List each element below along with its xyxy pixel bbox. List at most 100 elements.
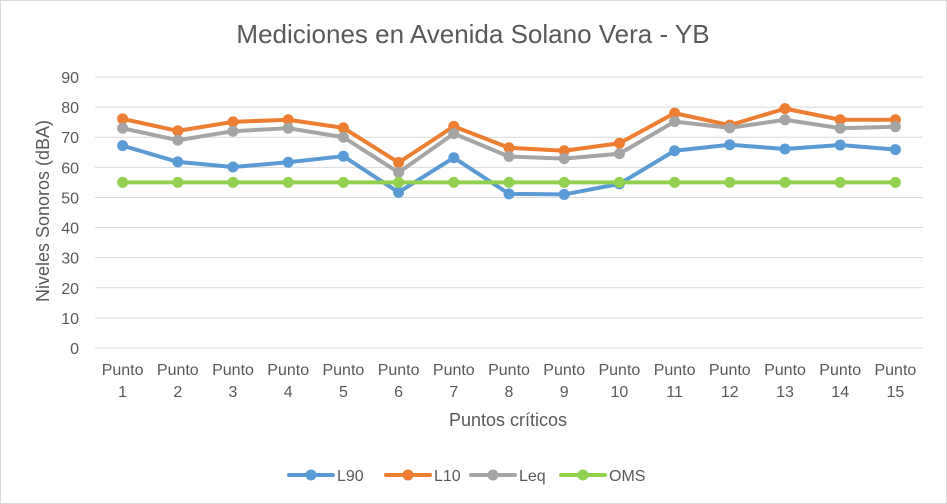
data-point (337, 150, 349, 162)
data-point (227, 125, 239, 137)
y-axis-title: Niveles Sonoros (dBA) (33, 120, 53, 302)
data-point (779, 143, 791, 155)
data-point (172, 134, 184, 146)
y-tick-label: 10 (61, 311, 79, 328)
x-tick-label-line: 8 (505, 384, 514, 401)
x-tick-label-line: Punto (874, 362, 916, 379)
data-point (448, 152, 460, 164)
x-tick-label-line: 1 (118, 384, 127, 401)
x-tick-label-line: Punto (764, 362, 806, 379)
data-point (227, 161, 239, 173)
data-point (282, 176, 294, 188)
legend-label: Leq (519, 468, 546, 485)
data-point (448, 176, 460, 188)
data-point (669, 145, 681, 157)
data-point (503, 150, 515, 162)
data-point (227, 176, 239, 188)
x-tick-label-line: 9 (560, 384, 569, 401)
x-tick-label-line: Punto (598, 362, 640, 379)
legend-label: L10 (434, 468, 461, 485)
series-oms (117, 176, 901, 188)
x-tick-label-line: Punto (102, 362, 144, 379)
data-point (117, 122, 129, 134)
data-point (558, 145, 570, 157)
legend-marker (305, 469, 317, 481)
data-point (669, 116, 681, 128)
data-point (779, 103, 791, 115)
series-leq (117, 114, 901, 178)
x-tick-label: Punto 8 (488, 362, 530, 401)
data-point (172, 176, 184, 188)
x-tick-label-line: Punto (709, 362, 751, 379)
x-tick-label-line: 7 (449, 384, 458, 401)
data-point (779, 114, 791, 126)
x-tick-label: Punto 12 (709, 362, 751, 401)
series-l90 (117, 139, 901, 200)
data-point (834, 114, 846, 126)
data-point (889, 176, 901, 188)
x-tick-label: Punto 2 (157, 362, 199, 401)
y-tick-label: 50 (61, 190, 79, 207)
legend-item-l10: L10 (384, 468, 461, 485)
x-tick-label-line: 11 (666, 384, 683, 401)
data-point (503, 188, 515, 200)
y-tick-label: 80 (61, 100, 79, 117)
data-point (227, 116, 239, 128)
legend-label: OMS (609, 468, 645, 485)
x-tick-label-line: 12 (721, 384, 739, 401)
legend-label: L90 (337, 468, 364, 485)
x-tick-label: Punto 4 (267, 362, 309, 401)
x-tick-label-line: 2 (173, 384, 182, 401)
data-point (393, 166, 405, 178)
x-tick-label: Punto 11 (654, 362, 696, 401)
data-point (282, 114, 294, 126)
data-point (503, 176, 515, 188)
data-point (117, 176, 129, 188)
data-point (448, 128, 460, 140)
data-point (558, 176, 570, 188)
x-tick-label-line: Punto (543, 362, 585, 379)
x-tick-label: Punto 3 (212, 362, 254, 401)
y-tick-label: 0 (70, 341, 79, 358)
y-tick-label: 90 (61, 70, 79, 87)
y-tick-label: 30 (61, 251, 79, 268)
x-tick-label-line: Punto (378, 362, 420, 379)
data-point (724, 139, 736, 151)
x-tick-label-line: Punto (433, 362, 475, 379)
data-point (172, 125, 184, 137)
x-tick-label: Punto 15 (874, 362, 916, 401)
x-tick-label-line: Punto (322, 362, 364, 379)
x-axis-title: Puntos críticos (449, 410, 567, 430)
y-axis-ticks: 0 10 20 30 40 50 60 70 80 90 (61, 70, 79, 358)
x-tick-label: Punto 9 (543, 362, 585, 401)
legend-marker (487, 469, 499, 481)
legend-item-leq: Leq (469, 468, 546, 485)
y-tick-label: 40 (61, 221, 79, 238)
series-lines (117, 103, 901, 200)
series-l10 (117, 103, 901, 169)
data-point (613, 176, 625, 188)
data-point (613, 137, 625, 149)
y-tick-label: 20 (61, 281, 79, 298)
x-tick-label-line: Punto (819, 362, 861, 379)
x-tick-label-line: 5 (339, 384, 348, 401)
x-tick-label: Punto 14 (819, 362, 861, 401)
data-point (779, 176, 791, 188)
legend: L90 L10 Leq OMS (287, 468, 645, 485)
x-tick-label-line: 4 (284, 384, 293, 401)
data-point (393, 157, 405, 169)
data-point (393, 176, 405, 188)
legend-item-oms: OMS (559, 468, 645, 485)
data-point (724, 176, 736, 188)
x-tick-label-line: 14 (831, 384, 849, 401)
data-point (337, 131, 349, 143)
y-tick-label: 60 (61, 160, 79, 177)
data-point (117, 113, 129, 125)
data-point (724, 122, 736, 134)
legend-marker (577, 469, 589, 481)
gridlines (95, 76, 923, 349)
data-point (558, 188, 570, 200)
data-point (503, 142, 515, 154)
